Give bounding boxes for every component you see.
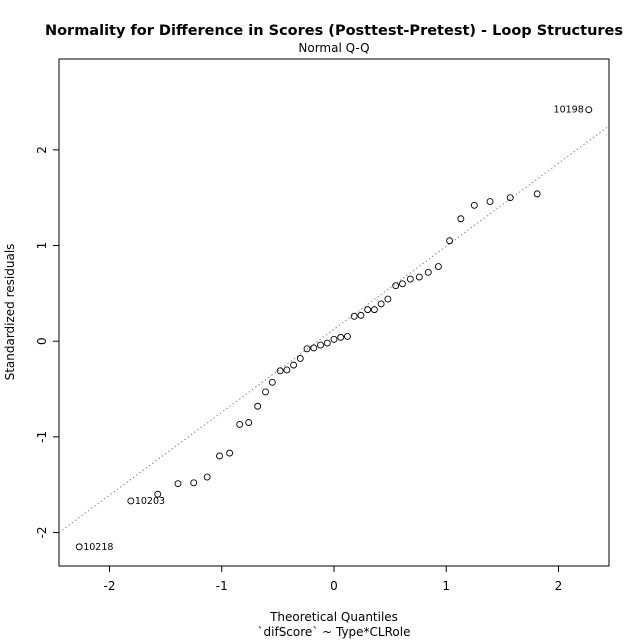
data-point xyxy=(415,273,423,281)
y-tick-label: -1 xyxy=(35,431,49,443)
data-point xyxy=(350,312,358,320)
data-point xyxy=(585,106,593,114)
data-point xyxy=(310,344,318,352)
data-point xyxy=(486,198,494,205)
point-label: 10203 xyxy=(135,496,165,507)
data-point xyxy=(330,335,338,343)
data-point xyxy=(506,194,514,202)
x-axis-sublabel: `difScore` ~ Type*CLRole xyxy=(258,625,411,639)
point-label: 10198 xyxy=(554,105,584,116)
y-axis-label: Standardized residuals xyxy=(3,244,17,381)
data-point xyxy=(303,345,311,353)
y-tick-label: 0 xyxy=(35,337,49,345)
data-point xyxy=(399,280,406,288)
data-points xyxy=(75,106,593,551)
point-label: 10218 xyxy=(83,542,113,553)
chart-title: Normality for Difference in Scores (Post… xyxy=(45,23,623,39)
point-labels: 10218 10203 10198 xyxy=(83,105,584,553)
x-tick-label: -1 xyxy=(216,579,228,593)
data-point xyxy=(337,333,345,341)
chart-subtitle: Normal Q-Q xyxy=(298,41,369,55)
data-point xyxy=(268,378,276,386)
data-point xyxy=(203,473,211,481)
plot-area-frame xyxy=(58,58,610,567)
data-point xyxy=(262,388,269,396)
data-point xyxy=(434,263,442,271)
data-point xyxy=(190,479,198,487)
axes: -2 -1 0 1 2 -2 -1 0 1 2 xyxy=(35,146,562,593)
data-point xyxy=(364,306,372,314)
data-point xyxy=(296,354,304,362)
y-tick-label: 1 xyxy=(35,242,49,250)
data-point xyxy=(344,332,351,340)
data-point xyxy=(392,282,400,290)
data-point xyxy=(154,490,162,498)
data-point xyxy=(370,306,378,314)
data-point xyxy=(377,300,385,308)
x-tick-label: 1 xyxy=(442,579,450,593)
data-point xyxy=(216,452,223,460)
x-tick-label: 0 xyxy=(330,579,338,593)
data-point xyxy=(75,543,83,551)
data-point xyxy=(226,449,234,457)
data-point xyxy=(384,295,392,303)
data-point xyxy=(283,366,291,374)
data-point xyxy=(276,367,284,375)
data-point xyxy=(174,480,182,488)
data-point xyxy=(424,268,432,276)
reference-line-group xyxy=(59,125,609,533)
x-tick-label: 2 xyxy=(555,579,563,593)
data-point xyxy=(323,339,331,347)
data-point xyxy=(357,311,365,319)
data-point xyxy=(245,419,253,426)
data-point xyxy=(127,497,135,505)
data-point xyxy=(406,275,414,283)
y-tick-label: -2 xyxy=(35,527,49,539)
data-point xyxy=(317,341,324,349)
data-point xyxy=(446,237,454,245)
y-tick-label: 2 xyxy=(35,146,49,154)
reference-line xyxy=(59,125,609,533)
data-point xyxy=(457,215,465,223)
data-point xyxy=(254,402,262,410)
data-point xyxy=(290,361,298,369)
data-point xyxy=(236,420,244,428)
x-axis-label: Theoretical Quantiles xyxy=(269,610,398,624)
data-point xyxy=(470,201,478,209)
x-tick-label: -2 xyxy=(104,579,116,593)
data-point xyxy=(533,190,541,198)
